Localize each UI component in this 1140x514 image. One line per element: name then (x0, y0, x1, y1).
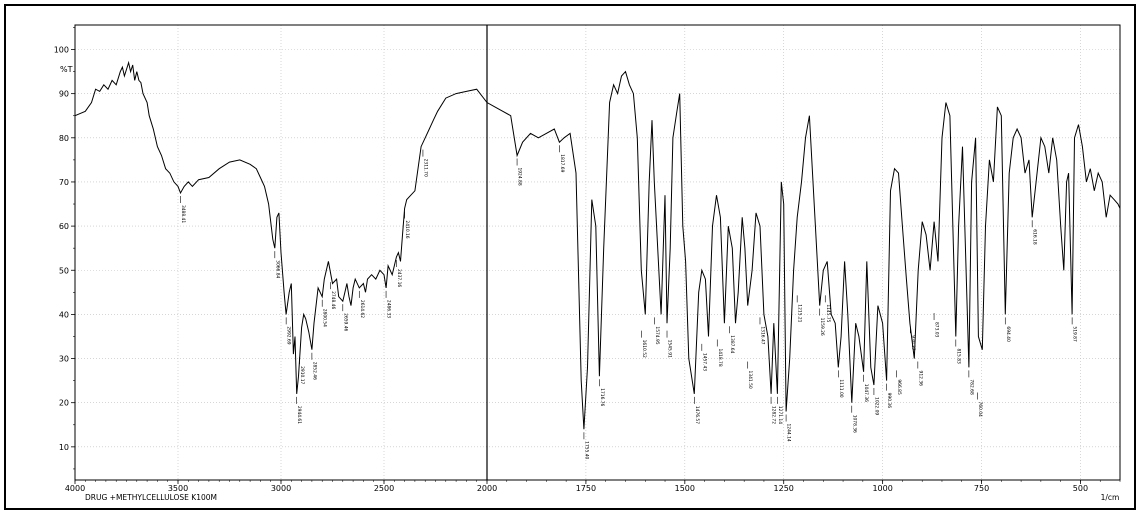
y-tick-label: 70 (59, 178, 69, 187)
x-tick-label: 1250 (774, 484, 794, 493)
x-tick-label: 1750 (576, 484, 596, 493)
y-tick-label: 40 (59, 310, 69, 319)
peak-label: 966.85 (896, 379, 902, 395)
peak-label: 3488.41 (180, 205, 186, 223)
x-tick-label: 750 (974, 484, 989, 493)
peak-label: 2800.54 (322, 309, 328, 327)
transmittance-series-line (74, 60, 1121, 430)
sample-name: DRUG +METHYLCELLULOSE K100M (85, 493, 217, 502)
peak-label: 1574.95 (654, 326, 660, 344)
peak-label: 1145.75 (825, 304, 831, 322)
x-tick-label: 2000 (477, 484, 497, 493)
peak-label: 1022.09 (873, 397, 879, 415)
peak-label: 1341.50 (747, 371, 753, 389)
outer-border (4, 4, 1136, 510)
peak-label: 616.18 (1032, 229, 1038, 245)
peak-label: 1924.88 (517, 167, 523, 185)
x-axis-ticks: 4000 3500 3000 2500 2000 1750 1500 1250 1000 750 5… (65, 480, 1121, 493)
peak-label: 990.36 (886, 393, 892, 409)
plot-area (74, 24, 1121, 481)
x-tick-label: 500 (1073, 484, 1088, 493)
peak-label: 694.40 (1005, 326, 1011, 342)
peak-label: 1755.40 (583, 441, 589, 459)
peak-label: 1282.72 (771, 406, 777, 424)
peak-label: 1545.91 (667, 340, 673, 358)
peak-label: 1316.47 (759, 326, 765, 344)
y-tick-label: 90 (59, 90, 69, 99)
y-tick-label: 20 (59, 399, 69, 408)
y-tick-label: 10 (59, 443, 69, 452)
y-tick-label: 100 (54, 46, 69, 55)
peak-label: 2311.70 (422, 159, 428, 177)
peak-label: 782.68 (968, 379, 974, 395)
y-axis-label: %T (60, 65, 73, 74)
peak-label: 1215.21 (797, 304, 803, 322)
peak-label: 2410.16 (404, 220, 410, 238)
peak-label: 912.36 (917, 371, 923, 387)
peak-labels: 3488.41 3066.84 2992.69 2944.61 2910.17 2852.… (180, 145, 1078, 460)
y-tick-label: 30 (59, 355, 69, 364)
peak-label: 1244.14 (786, 424, 792, 442)
peak-label: 2659.46 (342, 313, 348, 331)
x-tick-label: 1500 (675, 484, 695, 493)
peak-label: 873.03 (934, 322, 940, 338)
x-tick-label: 2500 (374, 484, 394, 493)
peak-label: 1271.14 (777, 406, 783, 424)
x-tick-label: 3000 (271, 484, 291, 493)
peak-label: 930.37 (910, 335, 916, 351)
peak-label: 2852.46 (311, 362, 317, 380)
x-tick-label: 3500 (168, 484, 188, 493)
peak-label: 1716.76 (599, 388, 605, 406)
y-tick-label: 80 (59, 134, 69, 143)
y-tick-label: 60 (59, 222, 69, 231)
peak-label: 2910.17 (299, 366, 305, 384)
peak-label: 1476.57 (694, 406, 700, 424)
peak-label: 2614.62 (359, 300, 365, 318)
peak-label: 1159.26 (819, 318, 825, 336)
peak-label: 815.83 (955, 348, 961, 364)
peak-label: 1047.36 (863, 384, 869, 402)
peak-label: 2748.46 (330, 291, 336, 309)
peak-label: 2992.69 (286, 326, 292, 344)
x-tick-label: 4000 (65, 484, 85, 493)
peak-label: 1111.00 (838, 379, 844, 397)
peak-label: 1418.78 (717, 348, 723, 366)
peak-label: 2944.61 (296, 406, 302, 424)
y-tick-label: 50 (59, 266, 69, 275)
peak-label: 2437.16 (396, 269, 402, 287)
peak-label: 1387.64 (729, 335, 735, 353)
peak-label: 1817.69 (559, 154, 565, 172)
peak-label: 760.04 (977, 401, 983, 417)
peak-label: 519.87 (1072, 326, 1078, 342)
y-axis-ticks: 10 20 30 40 50 60 70 80 90 100 (54, 27, 75, 470)
x-axis-unit: 1/cm (1101, 493, 1120, 502)
peak-label: 2486.33 (386, 300, 392, 318)
peak-label: 1457.43 (701, 353, 707, 371)
peak-label: 3066.84 (274, 260, 280, 278)
peak-label: 1610.52 (641, 340, 647, 358)
peak-label: 1078.36 (851, 415, 857, 433)
x-tick-label: 1000 (872, 484, 892, 493)
